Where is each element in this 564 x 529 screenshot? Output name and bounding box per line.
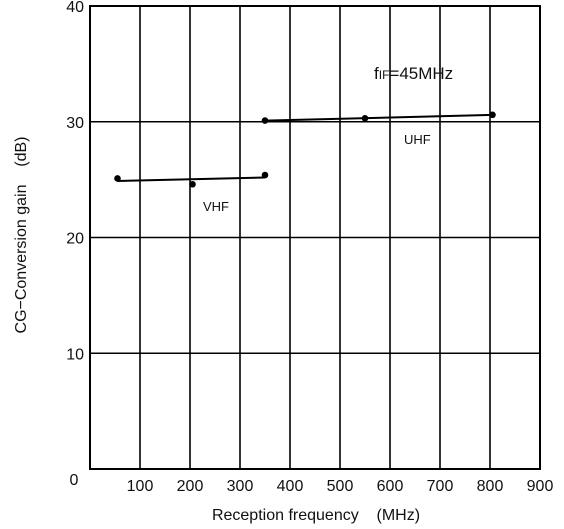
data-point-uhf-805 <box>489 111 496 119</box>
grid <box>90 6 540 469</box>
data-point-uhf-550 <box>361 114 369 122</box>
series-label-vhf: VHF <box>203 199 229 214</box>
x-tick-label-800: 800 <box>477 478 504 495</box>
x-tick-label-500: 500 <box>327 478 354 495</box>
y-axis-title: CG−Conversion gain (dB) <box>13 137 30 334</box>
if-frequency-annotation: fIF=45MHz <box>374 64 453 83</box>
series-points <box>114 111 496 188</box>
series-label-uhf: UHF <box>404 132 431 147</box>
x-tick-label-200: 200 <box>177 478 204 495</box>
y-tick-label-20: 20 <box>66 231 84 248</box>
origin-tick-label: 0 <box>70 472 79 489</box>
x-tick-label-400: 400 <box>277 478 304 495</box>
x-tick-label-300: 300 <box>227 478 254 495</box>
data-point-uhf-350 <box>261 117 269 124</box>
series-line-uhf <box>264 113 493 122</box>
x-tick-labels: 100 200 300 400 500 600 700 800 900 <box>127 478 554 495</box>
y-tick-label-40: 40 <box>66 0 84 16</box>
plot-frame <box>89 5 541 470</box>
x-axis-title: Reception frequency (MHz) <box>212 507 420 524</box>
y-tick-label-10: 10 <box>66 346 84 363</box>
x-tick-label-100: 100 <box>127 478 154 495</box>
y-tick-labels: 10 20 30 40 <box>66 0 84 363</box>
data-point-vhf-205 <box>189 180 196 188</box>
x-tick-label-700: 700 <box>427 478 454 495</box>
series-line-vhf <box>117 176 266 182</box>
series-lines <box>117 113 493 182</box>
data-point-vhf-350 <box>261 171 269 179</box>
y-tick-label-30: 30 <box>66 115 84 132</box>
data-point-vhf-55 <box>114 175 121 182</box>
x-tick-label-900: 900 <box>527 478 554 495</box>
x-tick-label-600: 600 <box>377 478 404 495</box>
